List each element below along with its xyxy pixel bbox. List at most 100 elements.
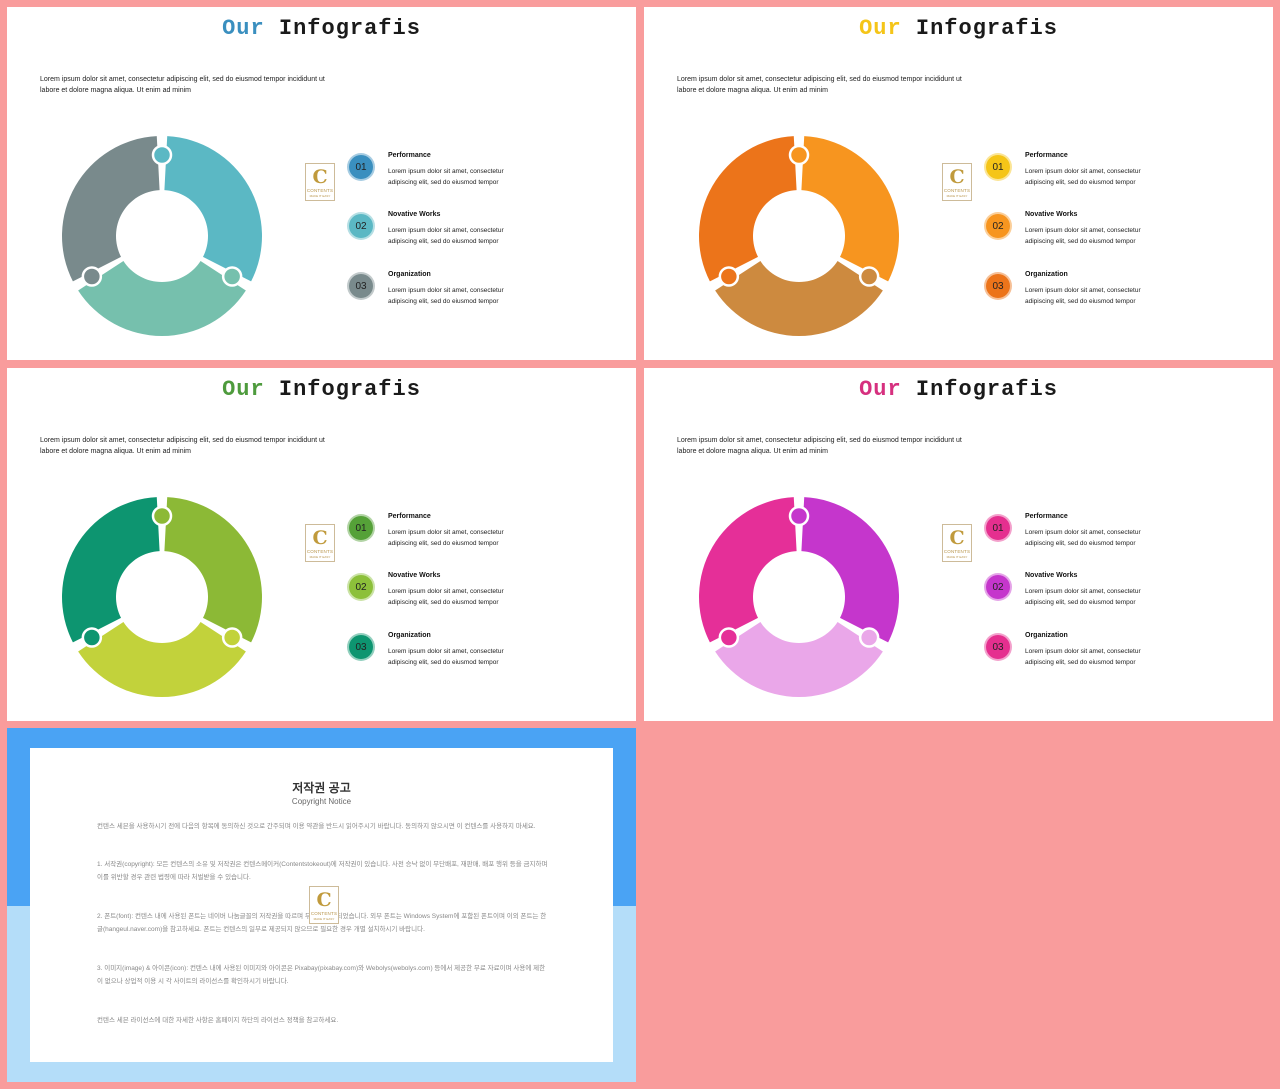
item-title: Performance — [1025, 152, 1068, 159]
item-title: Organization — [388, 632, 431, 639]
puzzle-knob — [81, 627, 103, 648]
contents-logo: C CONTENTS MAKE IT EASY — [305, 163, 335, 201]
logo-text: CONTENTS — [306, 549, 334, 554]
puzzle-ring-diagram — [699, 136, 899, 336]
number-badge: 02 — [984, 212, 1012, 240]
item-description: Lorem ipsum dolor sit amet, consectetur … — [388, 287, 504, 305]
item-title: Performance — [388, 152, 431, 159]
item-description: Lorem ipsum dolor sit amet, consectetur … — [1025, 648, 1141, 666]
ring-segment-2 — [78, 622, 246, 697]
number-badge: 01 — [984, 153, 1012, 181]
copyright-slide: 저작권 공고 Copyright Notice 컨텐스 세븐을 사용하시기 전에… — [7, 728, 636, 1082]
ring-segment-3 — [62, 497, 160, 643]
ring-segment-1 — [164, 136, 262, 282]
logo-letter: C — [316, 889, 332, 911]
item-title: Performance — [1025, 513, 1068, 520]
logo-text: CONTENTS — [306, 188, 334, 193]
ring-segment-1 — [801, 136, 899, 282]
list-item-performance: 01 Performance Lorem ipsum dolor sit amet,… — [984, 152, 1184, 193]
logo-text: CONTENTS — [310, 911, 338, 916]
slide-title: Our Infografis — [7, 377, 636, 402]
item-description: Lorem ipsum dolor sit amet, consectetur … — [388, 648, 504, 666]
logo-letter: C — [949, 527, 965, 549]
item-description: Lorem ipsum dolor sit amet, consectetur … — [388, 227, 504, 245]
item-description: Lorem ipsum dolor sit amet, consectetur … — [1025, 287, 1141, 305]
item-title: Performance — [388, 513, 431, 520]
title-rest: Infografis — [901, 16, 1058, 41]
puzzle-knob — [151, 505, 173, 527]
contents-logo: C CONTENTS MAKE IT EASY — [305, 524, 335, 562]
puzzle-knob — [788, 144, 810, 166]
logo-text: CONTENTS — [943, 188, 971, 193]
ring-segment-2 — [715, 622, 883, 697]
contents-logo: C CONTENTS MAKE IT EASY — [309, 886, 339, 924]
item-title: Organization — [1025, 632, 1068, 639]
puzzle-knob — [151, 144, 173, 166]
copyright-paragraph: 컨텐스 세븐을 사용하시기 전에 다음의 항목에 동의하신 것으로 간주되며 이… — [97, 823, 536, 830]
copyright-card: 저작권 공고 Copyright Notice 컨텐스 세븐을 사용하시기 전에… — [30, 748, 613, 1062]
puzzle-knob — [858, 627, 880, 648]
logo-subtext: MAKE IT EASY — [309, 194, 331, 198]
title-accent: Our — [859, 16, 902, 41]
slide-title: Our Infografis — [644, 16, 1273, 41]
logo-text: CONTENTS — [943, 549, 971, 554]
item-title: Organization — [1025, 271, 1068, 278]
item-title: Novative Works — [1025, 211, 1078, 218]
title-rest: Infografis — [264, 16, 421, 41]
item-description: Lorem ipsum dolor sit amet, consectetur … — [1025, 529, 1141, 547]
title-rest: Infografis — [264, 377, 421, 402]
logo-subtext: MAKE IT EASY — [309, 555, 331, 559]
slide-title: Our Infografis — [644, 377, 1273, 402]
copyright-paragraph: 컨텐스 세븐 라이선스에 대한 자세한 사항은 홈페이지 하단의 라이선스 정책… — [97, 1017, 339, 1024]
puzzle-ring-diagram — [62, 136, 262, 336]
item-title: Novative Works — [1025, 572, 1078, 579]
infographic-slide-4: Our Infografis Lorem ipsum dolor sit ame… — [644, 368, 1273, 721]
list-item-organization: 03 Organization Lorem ipsum dolor sit amet… — [347, 271, 547, 312]
logo-subtext: MAKE IT EASY — [946, 555, 968, 559]
logo-letter: C — [312, 527, 328, 549]
title-rest: Infografis — [901, 377, 1058, 402]
contents-logo: C CONTENTS MAKE IT EASY — [942, 163, 972, 201]
number-badge: 02 — [347, 573, 375, 601]
infographic-slide-2: Our Infografis Lorem ipsum dolor sit ame… — [644, 7, 1273, 360]
item-title: Organization — [388, 271, 431, 278]
item-title: Novative Works — [388, 572, 441, 579]
puzzle-ring-diagram — [62, 497, 262, 697]
number-badge: 01 — [984, 514, 1012, 542]
item-title: Novative Works — [388, 211, 441, 218]
list-item-performance: 01 Performance Lorem ipsum dolor sit amet,… — [347, 152, 547, 193]
list-item-organization: 03 Organization Lorem ipsum dolor sit amet… — [347, 632, 547, 673]
title-accent: Our — [222, 377, 265, 402]
ring-segment-3 — [699, 136, 797, 282]
logo-subtext: MAKE IT EASY — [313, 917, 335, 921]
title-accent: Our — [859, 377, 902, 402]
logo-letter: C — [949, 166, 965, 188]
puzzle-ring-diagram — [699, 497, 899, 697]
puzzle-knob — [788, 505, 810, 527]
intro-text: Lorem ipsum dolor sit amet, consectetur … — [677, 437, 962, 455]
number-badge: 03 — [347, 272, 375, 300]
copyright-title: 저작권 공고 — [292, 781, 351, 795]
list-item-performance: 01 Performance Lorem ipsum dolor sit amet,… — [347, 513, 547, 554]
ring-segment-1 — [801, 497, 899, 643]
puzzle-knob — [221, 627, 243, 648]
logo-letter: C — [312, 166, 328, 188]
list-item-novative-works: 02 Novative Works Lorem ipsum dolor sit am… — [984, 572, 1184, 613]
ring-segment-2 — [715, 261, 883, 336]
contents-logo: C CONTENTS MAKE IT EASY — [942, 524, 972, 562]
title-accent: Our — [222, 16, 265, 41]
number-badge: 03 — [984, 272, 1012, 300]
number-badge: 01 — [347, 153, 375, 181]
number-badge: 03 — [984, 633, 1012, 661]
ring-segment-3 — [699, 497, 797, 643]
copyright-paragraph: 1. 서작권(copyright): 모든 컨텐스의 소유 및 저작권은 컨텐스… — [97, 861, 548, 881]
puzzle-knob — [718, 266, 740, 287]
number-badge: 01 — [347, 514, 375, 542]
number-badge: 02 — [347, 212, 375, 240]
puzzle-knob — [718, 627, 740, 648]
logo-subtext: MAKE IT EASY — [946, 194, 968, 198]
item-description: Lorem ipsum dolor sit amet, consectetur … — [1025, 227, 1141, 245]
ring-segment-2 — [78, 261, 246, 336]
list-item-novative-works: 02 Novative Works Lorem ipsum dolor sit am… — [347, 572, 547, 613]
list-item-organization: 03 Organization Lorem ipsum dolor sit amet… — [984, 271, 1184, 312]
